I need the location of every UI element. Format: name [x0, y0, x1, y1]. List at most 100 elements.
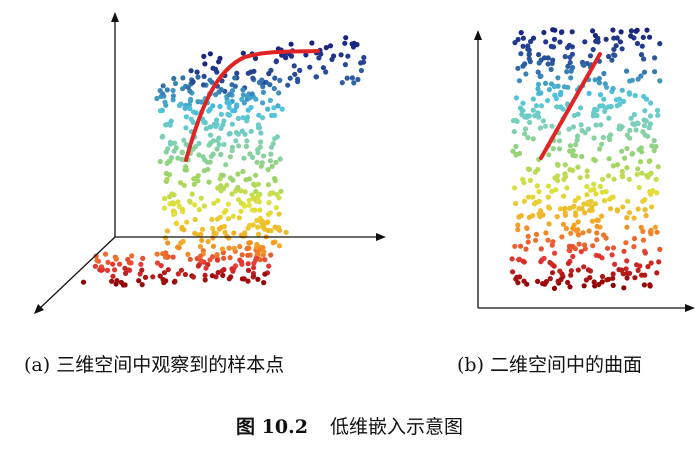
panel-a-point [165, 267, 171, 273]
panel-a-point [261, 249, 267, 255]
panel-a-point [288, 41, 294, 47]
panel-b-point [518, 51, 524, 57]
panel-a-point [278, 188, 284, 194]
panel-a-point [190, 119, 196, 125]
panel-a-point [160, 133, 166, 139]
panel-a-caption: (a) 三维空间中观察到的样本点 [24, 354, 285, 376]
panel-b-caption: (b) 二维空间中的曲面 [457, 354, 643, 376]
panel-b-point [624, 68, 630, 74]
panel-b-point [519, 107, 525, 114]
panel-a-point [182, 271, 188, 278]
panel-b-point [596, 253, 602, 259]
panel-a-point [137, 271, 143, 277]
panel-a-point [216, 142, 222, 148]
panel-a-point [205, 238, 211, 245]
panel-a-point [171, 211, 178, 217]
panel-b-point [518, 29, 524, 36]
panel-a-point [216, 59, 222, 65]
panel-b-point [599, 189, 605, 195]
panel-a-point [94, 257, 100, 264]
panel-a-point [313, 74, 319, 80]
panel-a-point [265, 182, 271, 188]
panel-b-point [575, 232, 582, 238]
panel-a-point [358, 67, 364, 74]
panel-a-point [354, 42, 360, 48]
panel-b-point [596, 75, 602, 82]
panel-b-point [527, 119, 533, 125]
panel-b-point [596, 80, 603, 86]
panel-b-point [560, 221, 567, 227]
panel-a-point [247, 240, 253, 246]
panel-a-point [255, 231, 262, 237]
panel-a-point [190, 79, 196, 85]
panel-b-point [536, 114, 542, 120]
panel-a-point [205, 166, 211, 172]
panel-a-point [158, 263, 164, 269]
panel-b-point [642, 207, 648, 213]
panel-b-point [551, 36, 558, 42]
panel-b-point [526, 47, 532, 53]
panel-b-point [541, 55, 548, 61]
panel-b-point [639, 43, 645, 49]
panel-b-point [566, 247, 572, 253]
panel-b-point [656, 259, 662, 265]
panel-a-point [273, 58, 279, 64]
panel-b-point [626, 176, 632, 182]
panel-a-point [192, 230, 198, 236]
panel-b-point [555, 83, 561, 89]
panel-b-point [608, 103, 614, 110]
panel-a-point [218, 111, 224, 117]
panel-b-point [518, 243, 524, 249]
panel-b-point [523, 71, 529, 77]
panel-a-point [198, 231, 204, 237]
panel-b-point [566, 42, 573, 48]
panel-a-point [179, 156, 185, 162]
panel-a-point [271, 105, 277, 111]
panel-b-point [591, 181, 597, 187]
panel-a-point [270, 240, 276, 246]
panel-b-point [581, 283, 587, 289]
panel-a-point [170, 93, 176, 99]
panel-a-point [255, 276, 261, 282]
panel-a-point [202, 277, 208, 283]
panel-b-point [609, 57, 615, 63]
panel-b-point [536, 52, 542, 58]
panel-b-point [568, 230, 574, 236]
panel-b-point [538, 208, 544, 214]
panel-b-point [590, 113, 596, 119]
panel-b-point [579, 127, 585, 134]
panel-a-y-axis [37, 236, 116, 311]
panel-a-point [231, 245, 237, 251]
panel-b-point [647, 34, 653, 40]
panel-b-point [606, 156, 612, 162]
panel-b-point [601, 70, 607, 77]
panel-a-point [181, 182, 187, 188]
panel-b-point [635, 267, 641, 273]
panel-a-point [253, 172, 259, 178]
panel-b-point [570, 243, 576, 250]
panel-a-point [175, 199, 181, 205]
panel-a-point [157, 273, 163, 279]
panel-a-point [240, 92, 246, 98]
panel-a-point [239, 276, 245, 282]
panel-a-point [161, 280, 167, 286]
panel-b-point [626, 210, 633, 216]
panel-a-point [110, 261, 116, 267]
panel-a-point [235, 171, 241, 177]
panel-a-arrowheads [34, 12, 386, 314]
panel-b-point [525, 194, 531, 200]
panel-a-point [237, 243, 243, 250]
panel-b-point [536, 189, 542, 195]
panel-b-point [600, 134, 607, 141]
panel-b-point [550, 57, 556, 63]
panel-b-point [538, 259, 544, 265]
panel-a-point [233, 138, 239, 144]
panel-a-point [283, 55, 289, 61]
panel-a-point [213, 92, 219, 98]
panel-a-point [247, 222, 253, 228]
panel-a-point [271, 176, 278, 182]
panel-b-point [610, 271, 616, 277]
panel-a-point [226, 112, 232, 118]
panel-a-point [227, 91, 233, 97]
panel-b-point [648, 260, 654, 266]
